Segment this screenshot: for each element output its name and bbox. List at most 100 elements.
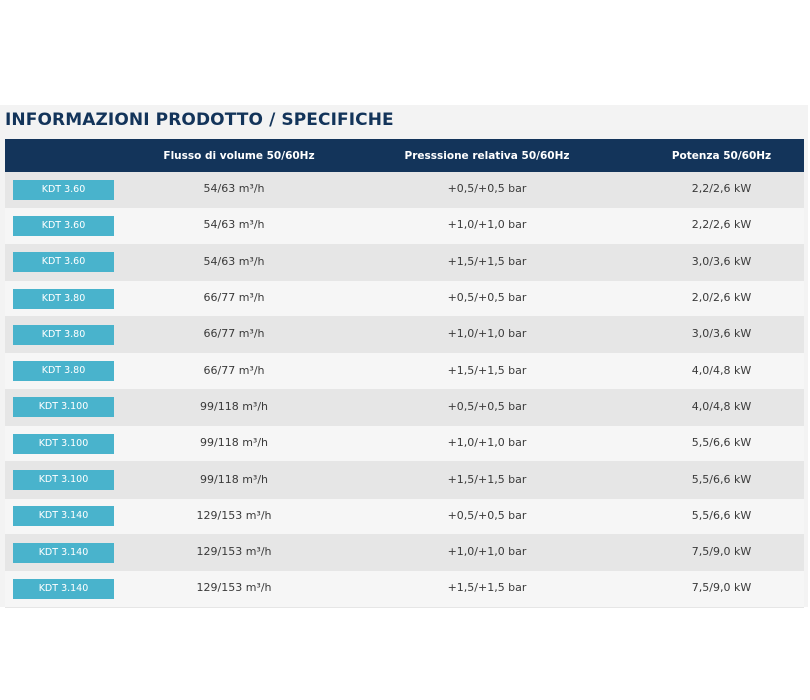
power-cell: 2,2/2,6 kW xyxy=(639,218,804,232)
pressure-value: +0,5/+0,5 bar xyxy=(447,508,527,522)
flow-value: 66/77 m³/h xyxy=(203,363,265,377)
model-badge[interactable]: KDT 3.140 xyxy=(13,578,114,599)
model-cell: KDT 3.60 xyxy=(5,252,133,273)
flow-value: 66/77 m³/h xyxy=(203,291,265,305)
table-row: KDT 3.60 54/63 m³/h +0,5/+0,5 bar 2,2/2,6 k… xyxy=(5,172,804,209)
table-row: KDT 3.80 66/77 m³/h +1,0/+1,0 bar 3,0/3,6 k… xyxy=(5,317,804,354)
model-badge[interactable]: KDT 3.100 xyxy=(13,470,114,491)
pressure-cell: +1,5/+1,5 bar xyxy=(335,363,639,378)
flow-cell: 66/77 m³/h xyxy=(133,327,335,341)
flow-cell: 66/77 m³/h xyxy=(133,291,335,305)
power-value: 4,0/4,8 kW xyxy=(691,399,752,413)
power-cell: 3,0/3,6 kW xyxy=(639,327,804,341)
table-row: KDT 3.140 129/153 m³/h +0,5/+0,5 bar 5,5/6,… xyxy=(5,498,804,535)
pressure-value: +1,5/+1,5 bar xyxy=(447,581,527,595)
pressure-value: +1,0/+1,0 bar xyxy=(447,327,527,341)
flow-value: 54/63 m³/h xyxy=(203,254,265,268)
pressure-cell: +1,5/+1,5 bar xyxy=(335,581,639,595)
pressure-value: +1,5/+1,5 bar xyxy=(447,254,527,268)
pressure-value: +1,0/+1,0 bar xyxy=(447,545,527,559)
power-value: 3,0/3,6 kW xyxy=(691,254,752,268)
table-body: KDT 3.60 54/63 m³/h +0,5/+0,5 bar 2,2/2,6 k… xyxy=(5,172,804,608)
model-cell: KDT 3.140 xyxy=(5,506,133,527)
pressure-cell: +0,5/+0,5 bar xyxy=(335,508,639,523)
power-value: 7,5/9,0 kW xyxy=(691,545,752,559)
table-header: Flusso di volume 50/60Hz Presssione rela… xyxy=(5,139,804,172)
model-cell: KDT 3.80 xyxy=(5,288,133,309)
power-value: 4,0/4,8 kW xyxy=(691,363,752,377)
power-cell: 7,5/9,0 kW xyxy=(639,545,804,559)
pressure-value: +1,0/+1,0 bar xyxy=(447,218,527,232)
flow-value: 99/118 m³/h xyxy=(200,472,268,486)
table-row: KDT 3.140 129/153 m³/h +1,5/+1,5 bar 7,5/9,… xyxy=(5,571,804,608)
power-value: 5,5/6,6 kW xyxy=(691,472,752,486)
flow-value: 99/118 m³/h xyxy=(200,399,268,413)
model-badge[interactable]: KDT 3.80 xyxy=(13,288,114,309)
power-cell: 5,5/6,6 kW xyxy=(639,472,804,487)
table-row: KDT 3.60 54/63 m³/h +1,5/+1,5 bar 3,0/3,6 k… xyxy=(5,244,804,281)
model-badge[interactable]: KDT 3.140 xyxy=(13,506,114,527)
pressure-cell: +1,5/+1,5 bar xyxy=(335,254,639,269)
model-badge[interactable]: KDT 3.80 xyxy=(13,324,114,345)
flow-cell: 99/118 m³/h xyxy=(133,472,335,487)
model-badge[interactable]: KDT 3.80 xyxy=(13,361,114,382)
flow-value: 54/63 m³/h xyxy=(203,182,265,196)
model-badge[interactable]: KDT 3.140 xyxy=(13,542,114,563)
header-flow: Flusso di volume 50/60Hz xyxy=(163,149,315,162)
power-value: 2,2/2,6 kW xyxy=(691,182,752,196)
model-cell: KDT 3.60 xyxy=(5,215,133,236)
pressure-cell: +1,0/+1,0 bar xyxy=(335,218,639,232)
pressure-value: +0,5/+0,5 bar xyxy=(447,291,527,305)
power-value: 2,2/2,6 kW xyxy=(691,218,752,232)
power-cell: 7,5/9,0 kW xyxy=(639,581,804,595)
pressure-value: +1,5/+1,5 bar xyxy=(447,363,527,377)
table-row: KDT 3.100 99/118 m³/h +0,5/+0,5 bar 4,0/4,8… xyxy=(5,389,804,427)
flow-value: 66/77 m³/h xyxy=(203,327,265,341)
flow-cell: 54/63 m³/h xyxy=(133,218,335,232)
power-value: 5,5/6,6 kW xyxy=(691,436,752,450)
table-row: KDT 3.100 99/118 m³/h +1,0/+1,0 bar 5,5/6,6… xyxy=(5,426,804,463)
header-power: Potenza 50/60Hz xyxy=(671,149,772,162)
flow-cell: 54/63 m³/h xyxy=(133,254,335,269)
model-badge[interactable]: KDT 3.60 xyxy=(13,215,114,236)
model-cell: KDT 3.60 xyxy=(5,179,133,200)
flow-cell: 129/153 m³/h xyxy=(133,581,335,595)
power-value: 3,0/3,6 kW xyxy=(691,327,752,341)
table-row: KDT 3.80 66/77 m³/h +1,5/+1,5 bar 4,0/4,8 k… xyxy=(5,353,804,390)
power-cell: 4,0/4,8 kW xyxy=(639,363,804,378)
pressure-cell: +1,0/+1,0 bar xyxy=(335,327,639,341)
table-row: KDT 3.80 66/77 m³/h +0,5/+0,5 bar 2,0/2,6 k… xyxy=(5,280,804,318)
model-badge[interactable]: KDT 3.100 xyxy=(13,397,114,418)
flow-cell: 54/63 m³/h xyxy=(133,182,335,196)
pressure-cell: +0,5/+0,5 bar xyxy=(335,291,639,305)
pressure-cell: +0,5/+0,5 bar xyxy=(335,400,639,414)
power-cell: 3,0/3,6 kW xyxy=(639,254,804,269)
model-cell: KDT 3.140 xyxy=(5,578,133,599)
flow-cell: 129/153 m³/h xyxy=(133,545,335,559)
pressure-cell: +1,0/+1,0 bar xyxy=(335,436,639,450)
model-cell: KDT 3.100 xyxy=(5,470,133,491)
flow-value: 54/63 m³/h xyxy=(203,218,265,232)
header-pressure: Presssione relativa 50/60Hz xyxy=(404,149,570,162)
pressure-cell: +1,0/+1,0 bar xyxy=(335,545,639,559)
pressure-cell: +0,5/+0,5 bar xyxy=(335,182,639,196)
model-badge[interactable]: KDT 3.60 xyxy=(13,252,114,273)
power-cell: 5,5/6,6 kW xyxy=(639,509,804,523)
model-badge[interactable]: KDT 3.100 xyxy=(13,433,114,454)
flow-cell: 99/118 m³/h xyxy=(133,399,335,414)
model-cell: KDT 3.100 xyxy=(5,397,133,418)
flow-value: 129/153 m³/h xyxy=(196,508,272,522)
table-row: KDT 3.100 99/118 m³/h +1,5/+1,5 bar 5,5/6,6… xyxy=(5,462,804,499)
model-badge[interactable]: KDT 3.60 xyxy=(13,179,114,200)
pressure-value: +0,5/+0,5 bar xyxy=(447,182,527,196)
power-value: 2,0/2,6 kW xyxy=(691,291,752,305)
power-cell: 5,5/6,6 kW xyxy=(639,436,804,450)
flow-cell: 66/77 m³/h xyxy=(133,363,335,378)
flow-cell: 129/153 m³/h xyxy=(133,508,335,523)
model-cell: KDT 3.100 xyxy=(5,433,133,454)
flow-value: 129/153 m³/h xyxy=(196,581,272,595)
flow-value: 129/153 m³/h xyxy=(196,545,272,559)
pressure-value: +1,0/+1,0 bar xyxy=(447,436,527,450)
table-row: KDT 3.60 54/63 m³/h +1,0/+1,0 bar 2,2/2,6 k… xyxy=(5,208,804,245)
